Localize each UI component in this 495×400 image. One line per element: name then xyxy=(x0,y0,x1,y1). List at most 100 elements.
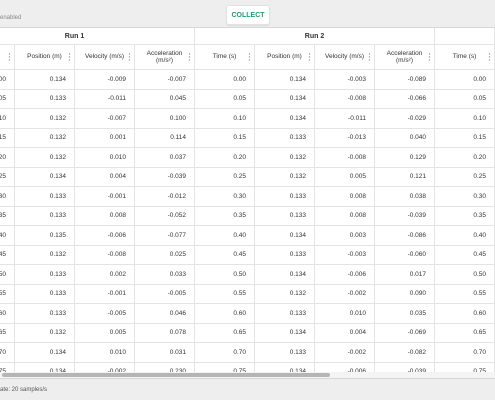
data-cell: 0.132 xyxy=(255,167,315,187)
cell-text: -0.002 xyxy=(107,368,126,372)
cell-text: -0.060 xyxy=(407,251,426,259)
data-cell: 0.134 xyxy=(15,343,75,363)
data-cell: -0.005 xyxy=(75,304,135,324)
data-cell: -0.013 xyxy=(315,128,375,148)
cell-text: -0.039 xyxy=(407,368,426,372)
column-menu-icon[interactable] xyxy=(188,53,191,61)
column-menu-icon[interactable] xyxy=(308,53,311,61)
cell-text: Velocity (m/s) xyxy=(85,53,125,61)
collect-button[interactable]: COLLECT xyxy=(226,5,270,25)
cell-text: 0.134 xyxy=(289,231,306,239)
cell-text: 0.70 xyxy=(233,348,246,356)
data-cell: 0.50 xyxy=(0,265,15,285)
data-cell: 0.15 xyxy=(435,128,495,148)
column-header[interactable]: Velocity (m/s) xyxy=(315,45,375,70)
data-cell: 0.134 xyxy=(255,89,315,109)
cell-text: 0.114 xyxy=(170,134,186,142)
column-header[interactable]: Acceleration (m/s²) xyxy=(135,45,195,70)
horizontal-scrollbar[interactable] xyxy=(0,372,495,378)
run-header: Run 2 xyxy=(195,28,435,45)
cell-text: -0.003 xyxy=(347,75,366,83)
data-cell: 0.70 xyxy=(195,343,255,363)
cell-text: 0.133 xyxy=(289,134,306,142)
data-cell: 0.70 xyxy=(0,343,15,363)
data-cell: -0.029 xyxy=(375,109,435,129)
column-menu-icon[interactable] xyxy=(488,53,491,61)
cell-text: 0.65 xyxy=(473,329,486,337)
cell-text: Position (m) xyxy=(27,53,62,61)
cell-text: 0.133 xyxy=(289,309,306,317)
dot xyxy=(128,59,131,61)
cell-text: -0.039 xyxy=(407,212,426,220)
data-cell: 0.005 xyxy=(315,167,375,187)
data-cell: 0.133 xyxy=(15,265,75,285)
data-cell: 0.65 xyxy=(435,323,495,343)
data-cell: -0.060 xyxy=(375,245,435,265)
scrollbar-thumb[interactable] xyxy=(2,373,330,377)
data-cell: 0.20 xyxy=(0,148,15,168)
cell-text: -0.007 xyxy=(107,114,126,122)
data-cell: 0.30 xyxy=(0,187,15,207)
data-cell: 0.133 xyxy=(255,187,315,207)
column-header[interactable]: Time (s) xyxy=(0,45,15,70)
data-cell: 0.60 xyxy=(435,304,495,324)
cell-text: 0.008 xyxy=(109,212,126,220)
status-text: enabled xyxy=(0,15,22,21)
column-menu-icon[interactable] xyxy=(68,53,71,61)
column-menu-icon[interactable] xyxy=(128,53,131,61)
column-header[interactable]: Velocity (m/s) xyxy=(75,45,135,70)
cell-text: -0.005 xyxy=(167,290,186,298)
data-cell: 0.00 xyxy=(195,70,255,90)
data-cell: -0.006 xyxy=(315,265,375,285)
data-cell: 0.40 xyxy=(435,226,495,246)
data-cell: 0.038 xyxy=(375,187,435,207)
cell-text: 0.134 xyxy=(289,329,306,337)
data-cell: 0.00 xyxy=(0,70,15,90)
column-menu-icon[interactable] xyxy=(8,53,11,61)
data-cell: 0.090 xyxy=(375,284,435,304)
cell-text: 0.75 xyxy=(233,368,246,372)
column-menu-icon[interactable] xyxy=(428,53,431,61)
data-cell: 0.05 xyxy=(0,89,15,109)
data-cell: 0.010 xyxy=(315,304,375,324)
data-cell: 0.132 xyxy=(15,245,75,265)
dot xyxy=(128,53,131,55)
cell-text: 0.35 xyxy=(473,212,486,220)
dot xyxy=(68,56,71,58)
data-cell: 0.133 xyxy=(15,206,75,226)
cell-text: 0.25 xyxy=(233,173,246,181)
cell-text: 0.132 xyxy=(49,114,66,122)
data-cell: 0.45 xyxy=(195,245,255,265)
dot xyxy=(8,53,11,55)
data-cell: 0.25 xyxy=(435,167,495,187)
cell-text: 0.121 xyxy=(409,173,426,181)
dot xyxy=(308,56,311,58)
column-header[interactable]: Acceleration (m/s²) xyxy=(375,45,435,70)
cell-text: 0.002 xyxy=(109,270,126,278)
dot xyxy=(428,56,431,58)
cell-text: 0.005 xyxy=(349,173,366,181)
column-menu-icon[interactable] xyxy=(248,53,251,61)
cell-text: 0.20 xyxy=(0,153,6,161)
cell-text: 0.133 xyxy=(49,309,66,317)
column-header[interactable]: Time (s) xyxy=(195,45,255,70)
column-header[interactable]: Position (m) xyxy=(15,45,75,70)
cell-text: 0.05 xyxy=(473,95,486,103)
status-bar: ate: 20 samples/s xyxy=(0,378,495,400)
column-menu-icon[interactable] xyxy=(368,53,371,61)
cell-text: 0.134 xyxy=(49,75,66,83)
column-header[interactable]: Time (s) xyxy=(435,45,495,70)
cell-text: -0.002 xyxy=(347,348,366,356)
column-header[interactable]: Position (m) xyxy=(255,45,315,70)
data-cell: 0.50 xyxy=(435,265,495,285)
dot xyxy=(488,53,491,55)
data-cell: 0.046 xyxy=(135,304,195,324)
data-cell: 0.40 xyxy=(195,226,255,246)
dot xyxy=(188,59,191,61)
cell-text: 0.045 xyxy=(169,95,186,103)
cell-text: 0.10 xyxy=(0,114,6,122)
cell-text: Time (s) xyxy=(212,53,237,61)
data-cell: 0.133 xyxy=(255,128,315,148)
cell-text: 0.133 xyxy=(289,348,306,356)
cell-text: 0.65 xyxy=(0,329,6,337)
